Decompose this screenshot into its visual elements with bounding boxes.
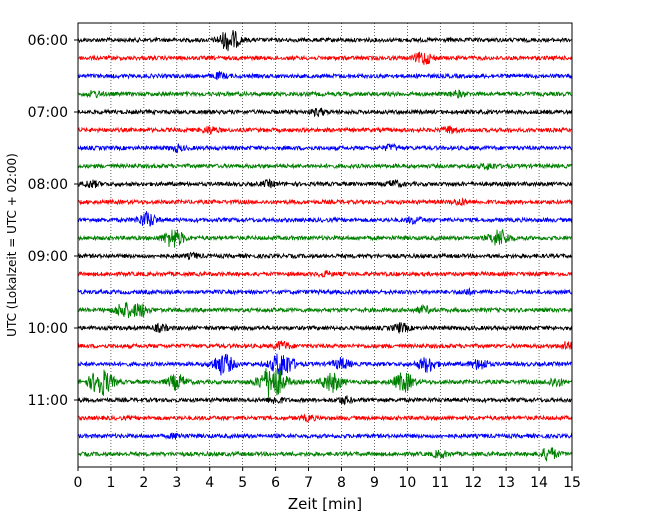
trace-1045 <box>77 368 573 398</box>
x-tick-label: 5 <box>238 475 247 491</box>
trace-0600 <box>77 30 573 52</box>
x-tick-label: 13 <box>497 475 515 491</box>
trace-1130 <box>77 432 573 440</box>
trace-1015 <box>77 340 573 351</box>
trace-1000 <box>77 322 573 335</box>
trace-0815 <box>77 197 573 207</box>
trace-1115 <box>77 413 573 423</box>
trace-0615 <box>77 51 573 65</box>
x-tick-label: 4 <box>205 475 214 491</box>
x-tick-label: 3 <box>172 475 181 491</box>
x-axis-label: Zeit [min] <box>288 495 362 513</box>
traces <box>77 30 573 462</box>
x-tick-label: 7 <box>304 475 313 491</box>
x-tick-label: 6 <box>271 475 280 491</box>
trace-0900 <box>77 251 573 261</box>
x-tick-label: 8 <box>337 475 346 491</box>
y-tick-label: 11:00 <box>28 393 68 409</box>
trace-0700 <box>77 107 573 118</box>
trace-0630 <box>77 70 573 81</box>
trace-1100 <box>77 395 573 406</box>
x-tick-label: 11 <box>431 475 449 491</box>
trace-0715 <box>77 125 573 135</box>
trace-1030 <box>77 353 573 376</box>
trace-0745 <box>77 162 573 171</box>
y-axis-ticks: 06:00 07:00 08:00 09:00 10:00 11:00 <box>28 33 78 409</box>
y-tick-label: 06:00 <box>28 33 68 49</box>
trace-0945 <box>78 302 573 319</box>
y-tick-label: 07:00 <box>28 105 68 121</box>
x-tick-label: 14 <box>530 475 548 491</box>
trace-0645 <box>77 89 573 99</box>
trace-0800 <box>77 178 573 189</box>
y-axis-label: UTC (Lokalzeit = UTC + 02:00) <box>5 153 19 337</box>
x-axis-ticks: 0 1 2 3 4 5 6 7 8 9 10 11 12 13 14 15 <box>74 467 581 491</box>
trace-0830 <box>77 211 573 227</box>
trace-0915 <box>77 270 573 279</box>
x-tick-label: 12 <box>464 475 482 491</box>
y-tick-label: 09:00 <box>28 249 68 265</box>
trace-0730 <box>77 142 573 154</box>
y-tick-label: 10:00 <box>28 321 68 337</box>
trace-0845 <box>77 229 573 248</box>
x-tick-label: 9 <box>370 475 379 491</box>
grid-lines <box>110 23 540 467</box>
x-tick-label: 2 <box>139 475 148 491</box>
x-tick-label: 15 <box>563 475 581 491</box>
y-tick-label: 08:00 <box>28 177 68 193</box>
x-tick-label: 0 <box>74 475 83 491</box>
trace-0930 <box>77 286 573 296</box>
trace-1145 <box>77 447 573 462</box>
x-tick-label: 1 <box>106 475 115 491</box>
plot-frame <box>77 22 573 468</box>
x-tick-label: 10 <box>398 475 416 491</box>
